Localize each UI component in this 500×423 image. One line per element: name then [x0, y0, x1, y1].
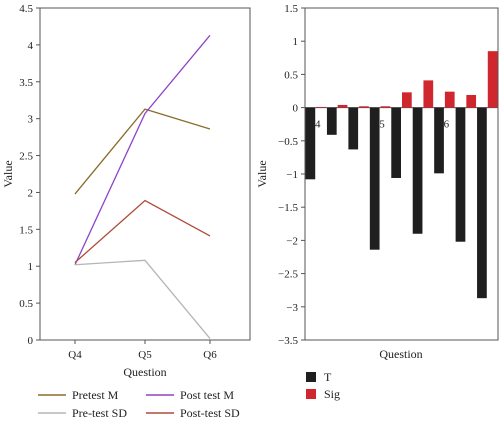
- left-y-tick-label: 0.5: [19, 298, 33, 310]
- bar-sig: [444, 91, 455, 108]
- group-label-q6: Q6: [436, 119, 450, 131]
- right-y-axis-title: Value: [255, 160, 269, 187]
- group-label-q4: Q4: [307, 119, 321, 131]
- bar-t: [455, 107, 466, 242]
- right-legend: T Sig: [306, 370, 340, 401]
- right-y-tick-label: −3.5: [278, 335, 298, 347]
- bar-t: [412, 107, 423, 234]
- right-y-tick-label: −2.5: [278, 269, 298, 281]
- bar-sig: [316, 106, 326, 108]
- right-bars: [305, 51, 498, 299]
- series-line-pre-test-sd: [74, 259, 211, 339]
- left-y-tick-label: 3.5: [19, 77, 33, 89]
- left-y-axis-title: Value: [1, 160, 15, 187]
- left-x-axis-title: Question: [123, 365, 166, 379]
- bar-t: [348, 107, 359, 150]
- left-y-tick-label: 3: [28, 114, 34, 126]
- bar-t: [305, 107, 316, 180]
- right-y-tick-label: −2: [286, 235, 298, 247]
- right-y-tick-label: −1: [286, 169, 298, 181]
- right-y-tick-label: −0.5: [278, 136, 298, 148]
- bar-sig: [466, 94, 477, 108]
- left-x-tick-label: Q5: [138, 349, 152, 361]
- bar-t: [391, 107, 401, 178]
- left-y-tick-label: 2: [28, 187, 34, 199]
- bar-sig: [487, 51, 498, 108]
- right-y-tick-label: 1: [293, 36, 299, 48]
- left-y-tick-label: 1: [28, 261, 34, 273]
- bar-t: [326, 107, 337, 135]
- legend-label-t: T: [324, 370, 332, 384]
- left-x-ticks: Q4 Q5 Q6: [68, 340, 217, 361]
- right-x-axis-title: Question: [379, 347, 422, 361]
- right-plot-frame: [304, 7, 499, 341]
- right-y-tick-label: −3: [286, 302, 298, 314]
- legend-swatch-t: [306, 372, 316, 382]
- legend-label-pre-test-sd: Pre-test SD: [72, 406, 127, 420]
- bar-t: [369, 107, 380, 250]
- right-y-ticks: 1.5 1 0.5 0 −0.5 −1 −1.5 −2 −2.5 −3 −3.5: [278, 3, 305, 347]
- right-group-labels: Q4 Q5 Q6: [307, 119, 450, 131]
- left-y-tick-label: 0: [28, 335, 34, 347]
- left-y-tick-label: 2.5: [19, 151, 33, 163]
- left-y-tick-label: 4: [28, 40, 34, 52]
- right-y-tick-label: 0.5: [284, 69, 298, 81]
- bar-sig: [337, 104, 348, 108]
- bar-t: [434, 107, 444, 174]
- left-y-tick-label: 4.5: [19, 3, 33, 15]
- group-label-q5: Q5: [371, 119, 385, 131]
- left-legend: Pretest M Post test M Pre-test SD Post-t…: [38, 388, 240, 420]
- bar-sig: [359, 106, 369, 108]
- series-line-post-test-sd: [74, 199, 211, 264]
- left-plot-frame: [39, 7, 251, 341]
- legend-swatch-sig: [306, 389, 316, 399]
- legend-label-pretest-m: Pretest M: [72, 388, 119, 402]
- bar-sig: [423, 80, 434, 108]
- legend-label-post-test-m: Post test M: [180, 388, 234, 402]
- series-line-pretest-m: [74, 108, 211, 195]
- bar-t: [477, 107, 487, 299]
- bar-sig: [380, 106, 391, 108]
- legend-label-post-test-sd: Post-test SD: [180, 406, 240, 420]
- left-x-tick-label: Q6: [203, 349, 217, 361]
- bar-sig: [402, 92, 412, 108]
- right-y-tick-label: 1.5: [284, 3, 298, 15]
- left-series-lines: [74, 34, 211, 339]
- legend-label-sig: Sig: [324, 387, 340, 401]
- left-x-tick-label: Q4: [68, 349, 82, 361]
- series-line-post-test-m: [74, 34, 211, 266]
- line-chart: 0 0.5 1 1.5 2 2.5 3 3.5 4 4.5 Q4 Q5 Q6 Question Val…: [1, 3, 251, 379]
- right-y-tick-label: 0: [293, 103, 299, 115]
- bar-chart: 1.5 1 0.5 0 −0.5 −1 −1.5 −2 −2.5 −3 −3.5 Q4 Q5 Q6 Qu…: [255, 3, 499, 361]
- left-y-ticks: 0 0.5 1 1.5 2 2.5 3 3.5 4 4.5: [19, 3, 40, 347]
- left-y-tick-label: 1.5: [19, 224, 33, 236]
- right-y-tick-label: −1.5: [278, 202, 298, 214]
